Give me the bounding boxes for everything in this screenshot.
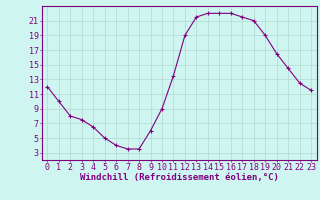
X-axis label: Windchill (Refroidissement éolien,°C): Windchill (Refroidissement éolien,°C) xyxy=(80,173,279,182)
